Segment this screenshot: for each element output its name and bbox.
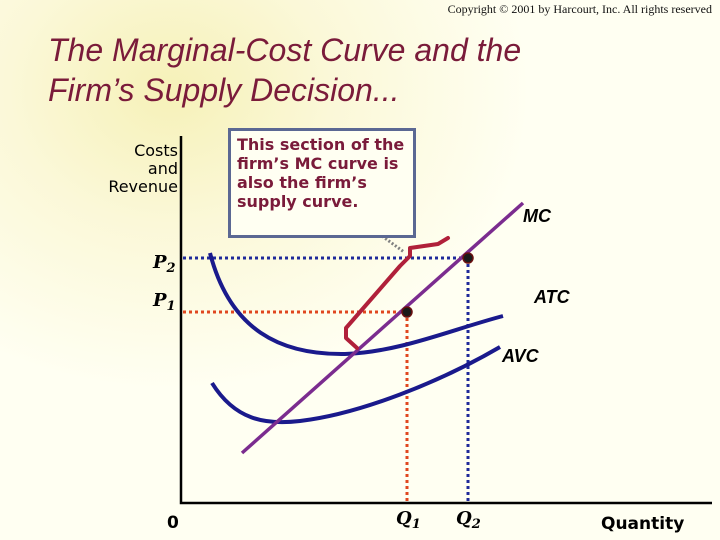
copyright-notice: Copyright © 2001 by Harcourt, Inc. All r… — [447, 2, 712, 16]
title-line-1: The Marginal-Cost Curve and the — [48, 32, 522, 68]
y-axis-label-line-3: Revenue — [108, 177, 178, 196]
origin-label: 0 — [167, 513, 179, 533]
mc-curve — [240, 201, 525, 455]
y-axis-label: Costs and Revenue — [70, 142, 178, 196]
callout-pointer — [381, 234, 405, 254]
axes — [179, 136, 712, 505]
quantity-label-q1: Q1 — [396, 508, 421, 532]
avc-label: AVC — [501, 346, 540, 366]
supply-curve-callout: This section of the firm’s MC curve is a… — [228, 128, 416, 238]
y-axis-label-line-1: Costs — [134, 141, 178, 160]
avc-curve — [210, 345, 502, 425]
title-line-2: Firm’s Supply Decision... — [48, 72, 400, 108]
callout-text: This section of the firm’s MC curve is a… — [237, 135, 405, 211]
slide-title: The Marginal-Cost Curve and the Firm’s S… — [48, 30, 688, 110]
price-label-p1: P1 — [152, 290, 176, 314]
atc-curve — [208, 252, 504, 357]
price-label-p2: P2 — [152, 252, 176, 276]
y-axis-label-line-2: and — [147, 159, 178, 178]
quantity-label-q2: Q2 — [456, 508, 481, 532]
p1-q1-point — [401, 306, 413, 318]
p2-q2-point — [462, 252, 474, 264]
supply-curve-bracket — [344, 236, 450, 350]
mc-label: MC — [523, 206, 552, 226]
atc-label: ATC — [533, 287, 571, 307]
x-axis-label: Quantity — [601, 514, 684, 534]
